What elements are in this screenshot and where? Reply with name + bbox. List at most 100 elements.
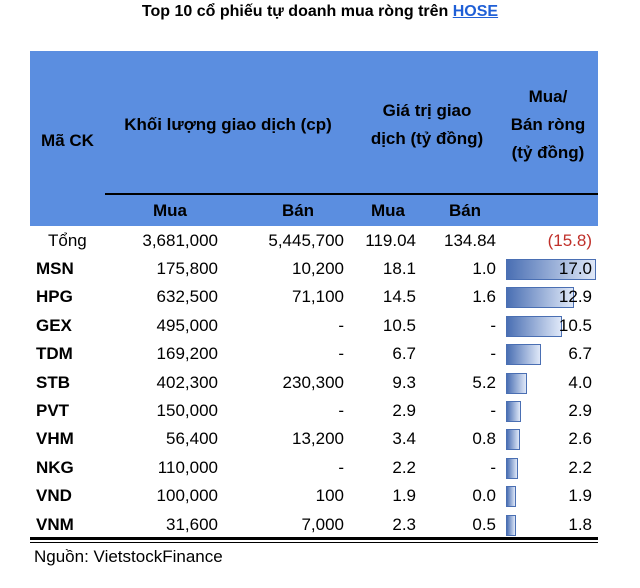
- val-buy: 2.2: [392, 457, 416, 477]
- header-val-buy: Mua: [371, 201, 405, 220]
- vol-buy: 56,400: [166, 429, 218, 449]
- vol-sell: -: [338, 315, 344, 335]
- total-row: Tổng 3,681,000 5,445,700 119.04 134.84 (…: [30, 227, 598, 255]
- header-vol-buy: Mua: [153, 201, 187, 220]
- val-buy: 2.3: [392, 514, 416, 534]
- total-vol-sell: 5,445,700: [268, 231, 344, 250]
- val-sell: -: [490, 344, 496, 364]
- table-row: GEX 495,000 - 10.5 - 10.5: [30, 312, 598, 340]
- vol-buy: 31,600: [166, 514, 218, 534]
- net-value: 2.6: [568, 429, 592, 449]
- vol-sell: -: [338, 344, 344, 364]
- header-divider: [105, 193, 598, 195]
- net-value: 1.9: [568, 486, 592, 506]
- data-table: Mã CK Khối lượng giao dịch (cp) Giá trị …: [30, 51, 598, 543]
- total-val-buy: 119.04: [365, 231, 416, 250]
- net-value: 1.8: [568, 514, 592, 534]
- net-bar: [506, 486, 517, 508]
- val-buy: 6.7: [392, 344, 416, 364]
- stock-code: VHM: [36, 429, 74, 449]
- stock-code: STB: [36, 372, 70, 392]
- net-value: 2.2: [568, 457, 592, 477]
- val-sell: 5.2: [472, 372, 496, 392]
- val-sell: 1.0: [472, 259, 496, 278]
- header-vol-sell: Bán: [281, 201, 315, 220]
- val-buy: 9.3: [392, 372, 416, 392]
- header-value-2: dịch (tỷ đồng): [370, 129, 484, 148]
- table-row: TDM 169,200 - 6.7 - 6.7: [30, 340, 598, 368]
- table-header: Mã CK Khối lượng giao dịch (cp) Giá trị …: [30, 51, 598, 226]
- table-row: MSN 175,800 10,200 18.1 1.0 17.0: [30, 255, 598, 283]
- val-buy: 14.5: [382, 287, 416, 307]
- vol-sell: 71,100: [292, 287, 344, 307]
- bottom-rule-thin: [30, 542, 598, 543]
- net-bar: [506, 514, 516, 536]
- val-sell: 0.0: [472, 486, 496, 506]
- val-buy: 1.9: [392, 486, 416, 506]
- vol-buy: 150,000: [156, 401, 218, 420]
- table-row: VND 100,000 100 1.9 0.0 1.9: [30, 482, 598, 510]
- table-row: NKG 110,000 - 2.2 - 2.2: [30, 454, 598, 482]
- vol-buy: 110,000: [157, 457, 218, 477]
- title-text: Top 10 cổ phiếu tự doanh mua ròng trên: [141, 3, 453, 20]
- vol-sell: 230,300: [282, 372, 344, 392]
- val-buy: 18.1: [382, 259, 416, 278]
- header-net-2: Bán ròng: [510, 115, 586, 134]
- stock-code: GEX: [36, 315, 72, 335]
- net-bar: [506, 287, 575, 309]
- net-value: 17.0: [558, 259, 592, 278]
- val-buy: 2.9: [392, 401, 416, 420]
- total-net: (15.8): [547, 231, 592, 250]
- net-bar: [506, 344, 542, 366]
- val-sell: 0.8: [472, 429, 496, 449]
- vol-buy: 495,000: [156, 315, 218, 335]
- table-row: PVT 150,000 - 2.9 - 2.9: [30, 397, 598, 425]
- val-sell: -: [490, 315, 496, 335]
- val-buy: 10.5: [382, 315, 416, 335]
- net-bar: [506, 315, 562, 337]
- bottom-rule: [30, 537, 598, 540]
- vol-sell: 7,000: [301, 514, 344, 534]
- val-sell: 0.5: [472, 514, 496, 534]
- vol-buy: 100,000: [156, 486, 218, 506]
- net-bar: [506, 457, 518, 479]
- stock-code: PVT: [36, 401, 70, 420]
- header-net-3: (tỷ đồng): [511, 143, 585, 162]
- net-value: 12.9: [558, 287, 592, 307]
- table-row: HPG 632,500 71,100 14.5 1.6 12.9: [30, 283, 598, 311]
- val-buy: 3.4: [392, 429, 416, 449]
- header-value-1: Giá trị giao: [382, 101, 472, 120]
- table-title: Top 10 cổ phiếu tự doanh mua ròng trên H…: [0, 2, 640, 22]
- net-bar: [506, 259, 596, 280]
- vol-buy: 632,500: [156, 287, 218, 307]
- header-volume: Khối lượng giao dịch (cp): [124, 115, 332, 134]
- header-val-sell: Bán: [448, 201, 482, 220]
- vol-sell: -: [338, 457, 344, 477]
- table-row: STB 402,300 230,300 9.3 5.2 4.0: [30, 369, 598, 397]
- table-row: VNM 31,600 7,000 2.3 0.5 1.8: [30, 511, 598, 539]
- val-sell: -: [490, 457, 496, 477]
- vol-sell: 10,200: [292, 259, 344, 278]
- stock-code: TDM: [36, 344, 73, 364]
- table-row: VHM 56,400 13,200 3.4 0.8 2.6: [30, 425, 598, 453]
- vol-buy: 402,300: [156, 372, 218, 392]
- val-sell: 1.6: [472, 287, 496, 307]
- net-value: 4.0: [568, 372, 592, 392]
- source-note: Nguồn: VietstockFinance: [34, 547, 223, 566]
- net-value: 10.5: [558, 315, 592, 335]
- total-vol-buy: 3,681,000: [142, 231, 218, 250]
- net-bar: [506, 429, 520, 451]
- vol-buy: 175,800: [156, 259, 218, 278]
- val-sell: -: [490, 401, 496, 420]
- vol-sell: 13,200: [292, 429, 344, 449]
- net-bar: [506, 372, 528, 394]
- total-label: Tổng: [48, 231, 87, 250]
- stock-code: VND: [36, 486, 72, 506]
- total-val-sell: 134.84: [444, 231, 496, 250]
- net-bar: [506, 401, 522, 422]
- stock-code: MSN: [36, 259, 74, 278]
- hose-link[interactable]: HOSE: [452, 3, 499, 20]
- stock-code: VNM: [36, 514, 74, 534]
- net-value: 2.9: [568, 401, 592, 420]
- vol-sell: 100: [315, 486, 344, 506]
